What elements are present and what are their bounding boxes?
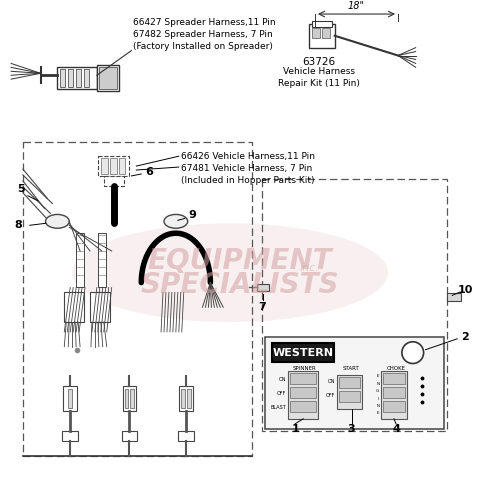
Ellipse shape (72, 223, 388, 322)
Text: 9: 9 (189, 210, 196, 220)
Text: ON: ON (327, 379, 335, 384)
Bar (309, 24, 335, 47)
Bar (383, 401, 405, 412)
Bar (98, 156, 130, 176)
Bar (383, 387, 405, 398)
Bar (290, 373, 316, 384)
Bar (121, 431, 137, 441)
Bar (179, 386, 192, 411)
Text: 6: 6 (145, 167, 153, 177)
Text: BLAST: BLAST (271, 405, 287, 410)
Bar (312, 21, 332, 27)
Text: START: START (342, 366, 359, 371)
Bar (124, 389, 129, 408)
Text: OFF: OFF (325, 393, 335, 398)
Bar (84, 69, 89, 87)
Bar (68, 69, 73, 87)
Bar (64, 292, 84, 322)
Bar (262, 179, 447, 431)
Text: I: I (378, 397, 379, 400)
Bar (97, 65, 119, 91)
Text: E: E (377, 375, 379, 378)
Text: CHOKE: CHOKE (386, 366, 406, 371)
Bar (23, 142, 252, 456)
Text: 66427 Spreader Harness,11 Pin
67482 Spreader Harness, 7 Pin
(Factory Installed o: 66427 Spreader Harness,11 Pin 67482 Spre… (133, 18, 276, 51)
Text: WESTERN: WESTERN (273, 348, 334, 358)
Text: inc.: inc. (299, 263, 319, 273)
Bar (98, 233, 106, 287)
Bar (381, 371, 407, 419)
Text: 3: 3 (348, 423, 355, 433)
Text: N: N (376, 382, 379, 386)
Ellipse shape (46, 215, 69, 228)
Bar (339, 391, 360, 402)
Text: Vehicle Harness
Repair Kit (11 Pin): Vehicle Harness Repair Kit (11 Pin) (278, 68, 360, 88)
Text: 4: 4 (392, 423, 400, 433)
Text: 18": 18" (348, 1, 365, 11)
FancyBboxPatch shape (272, 343, 334, 362)
Circle shape (402, 342, 424, 364)
Bar (178, 431, 193, 441)
Bar (383, 373, 405, 384)
Bar (322, 28, 330, 38)
Text: 1: 1 (291, 423, 299, 433)
Bar (257, 284, 269, 291)
Bar (63, 386, 77, 411)
Text: 5: 5 (17, 184, 24, 194)
Bar (264, 337, 444, 429)
Ellipse shape (164, 215, 188, 228)
Bar (181, 389, 185, 408)
Bar (60, 69, 65, 87)
Text: OFF: OFF (277, 391, 287, 396)
Bar (339, 377, 360, 388)
Text: E: E (377, 411, 379, 415)
Text: SPECIALISTS: SPECIALISTS (141, 271, 339, 298)
Bar (187, 389, 191, 408)
Bar (110, 158, 117, 174)
Bar (58, 68, 97, 89)
Text: 2: 2 (461, 332, 469, 342)
Bar (68, 389, 72, 408)
Bar (131, 389, 134, 408)
Text: 66426 Vehicle Harness,11 Pin: 66426 Vehicle Harness,11 Pin (181, 152, 315, 161)
Text: 63726: 63726 (302, 57, 336, 68)
Bar (312, 28, 320, 38)
Text: EQUIPMENT: EQUIPMENT (148, 247, 332, 275)
Text: 67481 Vehicle Harness, 7 Pin: 67481 Vehicle Harness, 7 Pin (181, 164, 312, 173)
Text: ON: ON (279, 377, 287, 382)
Bar (99, 68, 117, 89)
Bar (90, 292, 110, 322)
Bar (104, 176, 123, 186)
Text: SPINNER: SPINNER (292, 366, 316, 371)
Bar (62, 431, 78, 441)
Bar (119, 158, 125, 174)
Bar (290, 401, 316, 412)
Bar (101, 158, 108, 174)
Bar (122, 386, 136, 411)
Text: 8: 8 (14, 220, 22, 230)
Text: 7: 7 (258, 302, 265, 312)
Text: 10: 10 (457, 285, 473, 296)
Bar (447, 294, 461, 301)
Bar (337, 376, 362, 409)
Bar (76, 233, 84, 287)
Text: (Included in Hopper Parts Kit): (Included in Hopper Parts Kit) (181, 176, 314, 185)
Text: G: G (376, 389, 379, 393)
Bar (290, 387, 316, 398)
Bar (76, 69, 81, 87)
Bar (288, 371, 318, 419)
Text: N: N (376, 404, 379, 408)
